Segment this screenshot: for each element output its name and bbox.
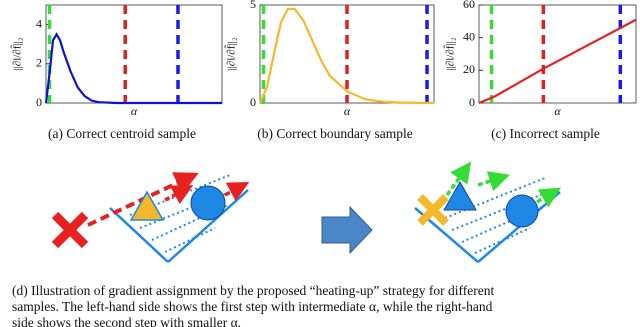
figure-caption: samples. The left-hand side shows the fi… (12, 299, 493, 314)
data-line (44, 32, 222, 105)
axes-box (478, 4, 637, 104)
subfigure-caption: (c) Incorrect sample (491, 126, 600, 141)
figure-caption: (d) Illustration of gradient assignment … (12, 283, 494, 298)
y-axis-label: ||∂l/∂f̂||₂ (224, 37, 238, 70)
subfigure-caption: (b) Correct boundary sample (257, 126, 413, 141)
y-tick-label: 2 (36, 56, 42, 70)
diagram (51, 161, 562, 263)
x-axis-label: α (131, 104, 138, 118)
axes-box (45, 4, 223, 104)
y-tick-label: 0 (36, 95, 42, 109)
x-axis-label: α (554, 104, 561, 118)
figure-caption: side shows the second step with smaller … (12, 315, 241, 327)
y-tick-label: 4 (36, 16, 42, 30)
y-tick-label: 20 (463, 62, 475, 76)
x-axis-label: α (344, 104, 351, 118)
data-line (478, 18, 637, 105)
y-axis-label: ||∂l/∂f̂||₂ (10, 37, 24, 70)
y-tick-label: 40 (463, 29, 475, 43)
y-tick-label: 5 (250, 0, 256, 11)
y-tick-label: 0 (469, 95, 475, 109)
data-line (258, 7, 435, 105)
y-axis-label: ||∂l/∂f̂||₂ (443, 37, 457, 70)
y-tick-label: 60 (463, 0, 475, 11)
subfigure-caption: (a) Correct centroid sample (48, 126, 196, 141)
y-tick-label: 0 (250, 95, 256, 109)
